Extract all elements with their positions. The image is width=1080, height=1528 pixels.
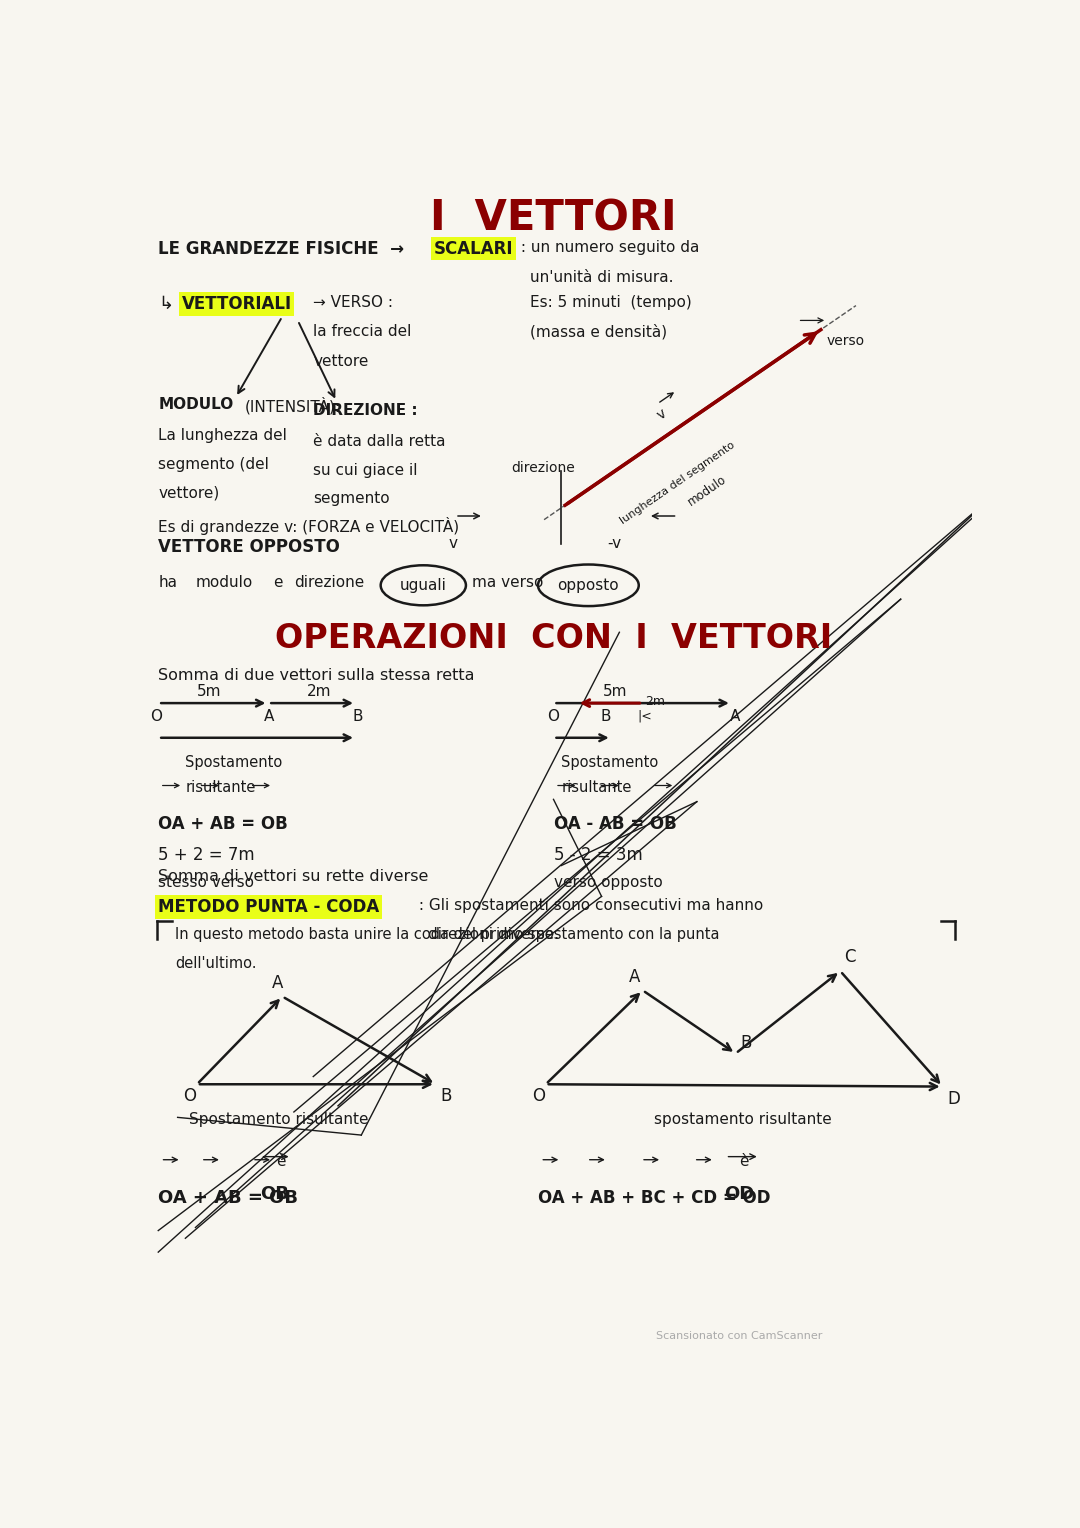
Text: VETTORE OPPOSTO: VETTORE OPPOSTO	[159, 538, 340, 556]
Text: O: O	[150, 709, 162, 724]
Text: Es di grandezze v: (FORZA e VELOCITÀ): Es di grandezze v: (FORZA e VELOCITÀ)	[159, 516, 459, 535]
Text: lunghezza del segmento: lunghezza del segmento	[619, 440, 737, 527]
Text: spostamento risultante: spostamento risultante	[654, 1112, 833, 1128]
Text: ma verso: ma verso	[472, 575, 543, 590]
Text: è: è	[739, 1154, 748, 1169]
Text: stesso verso: stesso verso	[159, 876, 254, 889]
Text: Somma di vettori su rette diverse: Somma di vettori su rette diverse	[159, 868, 429, 883]
Text: A: A	[264, 709, 274, 724]
Text: opposto: opposto	[557, 578, 619, 593]
Text: ↳: ↳	[159, 295, 174, 313]
Text: (INTENSITÀ):: (INTENSITÀ):	[245, 397, 341, 416]
Text: risultante: risultante	[562, 781, 632, 795]
Text: 5m: 5m	[197, 685, 221, 698]
Text: uguali: uguali	[400, 578, 447, 593]
Text: |<: |<	[637, 709, 652, 723]
Text: O: O	[531, 1088, 544, 1105]
Text: 5 + 2 = 7m: 5 + 2 = 7m	[159, 845, 255, 863]
Text: Es: 5 minuti  (tempo): Es: 5 minuti (tempo)	[530, 295, 692, 310]
Text: -v: -v	[608, 536, 622, 552]
Text: direzioni diverse.: direzioni diverse.	[428, 927, 559, 943]
Text: A: A	[271, 973, 283, 992]
Text: verso: verso	[827, 333, 865, 347]
Text: Spostamento risultante: Spostamento risultante	[189, 1112, 368, 1128]
Text: SCALARI: SCALARI	[433, 240, 513, 258]
Text: In questo metodo basta unire la coda del primo spostamento con la punta: In questo metodo basta unire la coda del…	[175, 927, 719, 943]
Text: è data dalla retta: è data dalla retta	[313, 434, 446, 449]
Text: OB: OB	[260, 1186, 289, 1203]
Text: Somma di due vettori sulla stessa retta: Somma di due vettori sulla stessa retta	[159, 668, 475, 683]
Text: : Gli spostamenti sono consecutivi ma hanno: : Gli spostamenti sono consecutivi ma ha…	[414, 898, 764, 912]
Text: direzione: direzione	[294, 575, 364, 590]
Text: segmento (del: segmento (del	[159, 457, 269, 472]
Text: D: D	[947, 1089, 960, 1108]
Text: direzione: direzione	[511, 460, 575, 475]
Text: B: B	[352, 709, 363, 724]
Text: OA - AB = OB: OA - AB = OB	[554, 814, 676, 833]
Text: O: O	[183, 1088, 197, 1105]
Text: vettore: vettore	[313, 353, 368, 368]
Text: : un numero seguito da: : un numero seguito da	[516, 240, 700, 255]
Text: la freccia del: la freccia del	[313, 324, 411, 339]
Text: OA + AB = OB: OA + AB = OB	[159, 814, 288, 833]
Text: ha: ha	[159, 575, 177, 590]
Text: B: B	[740, 1034, 752, 1051]
Text: e: e	[273, 575, 283, 590]
Text: B: B	[600, 709, 610, 724]
Text: DIREZIONE :: DIREZIONE :	[313, 403, 418, 417]
Text: METODO PUNTA - CODA: METODO PUNTA - CODA	[159, 898, 379, 915]
Text: un'unità di misura.: un'unità di misura.	[530, 270, 674, 286]
Text: LE GRANDEZZE FISICHE  →: LE GRANDEZZE FISICHE →	[159, 240, 404, 258]
Text: su cui giace il: su cui giace il	[313, 463, 418, 478]
Text: Spostamento: Spostamento	[186, 755, 283, 770]
Text: OD: OD	[725, 1186, 755, 1203]
Text: I  VETTORI: I VETTORI	[430, 197, 677, 240]
Text: 5m: 5m	[604, 685, 627, 698]
Text: OA + AB = OB: OA + AB = OB	[159, 1189, 298, 1207]
Text: 5 - 2 = 3m: 5 - 2 = 3m	[554, 845, 643, 863]
Text: OA + AB + BC + CD = OD: OA + AB + BC + CD = OD	[538, 1189, 770, 1207]
Text: risultante: risultante	[186, 781, 256, 795]
Text: A: A	[730, 709, 741, 724]
Text: Scansionato con CamScanner: Scansionato con CamScanner	[657, 1331, 823, 1340]
Text: OPERAZIONI  CON  I  VETTORI: OPERAZIONI CON I VETTORI	[275, 622, 832, 656]
Text: v: v	[654, 406, 669, 422]
Text: dell'ultimo.: dell'ultimo.	[175, 957, 257, 972]
Text: (massa e densità): (massa e densità)	[530, 324, 667, 339]
Text: C: C	[845, 949, 855, 966]
Text: La lunghezza del: La lunghezza del	[159, 428, 287, 443]
Text: modulo: modulo	[195, 575, 253, 590]
Text: → VERSO :: → VERSO :	[313, 295, 393, 310]
Text: 2m: 2m	[307, 685, 332, 698]
Text: verso opposto: verso opposto	[554, 876, 662, 889]
Text: modulo: modulo	[686, 474, 729, 509]
Text: VETTORIALI: VETTORIALI	[181, 295, 292, 313]
Text: B: B	[441, 1088, 451, 1105]
Text: O: O	[548, 709, 559, 724]
Text: v: v	[449, 536, 458, 552]
Text: A: A	[629, 967, 640, 986]
Text: è: è	[276, 1154, 285, 1169]
Text: vettore): vettore)	[159, 486, 219, 501]
Text: 2m: 2m	[645, 695, 665, 709]
Text: MODULO: MODULO	[159, 397, 233, 413]
Text: segmento: segmento	[313, 492, 390, 506]
Text: Spostamento: Spostamento	[562, 755, 659, 770]
